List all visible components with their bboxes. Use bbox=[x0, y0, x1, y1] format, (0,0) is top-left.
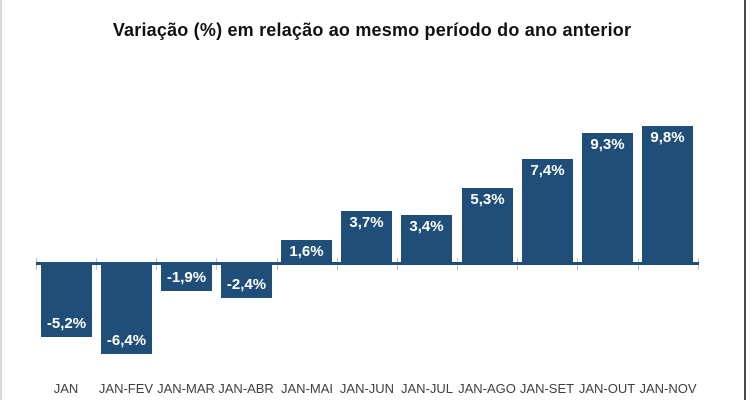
bar-value-label: 9,3% bbox=[590, 136, 625, 153]
category-label-jan-jul: JAN-JUL bbox=[400, 381, 453, 396]
bar-value-label: 3,4% bbox=[409, 218, 444, 235]
left-border-line bbox=[0, 0, 2, 400]
category-label-jan-mai: JAN-MAI bbox=[281, 381, 333, 396]
bar-value-label: 5,3% bbox=[470, 191, 505, 208]
bar-jan-jul: 3,4% bbox=[401, 215, 452, 262]
bar-jan-ago: 5,3% bbox=[462, 188, 513, 262]
chart-title: Variação (%) em relação ao mesmo período… bbox=[112, 20, 632, 40]
category-label-jan-abr: JAN-ABR bbox=[218, 381, 274, 396]
bar-jan-out: 9,3% bbox=[582, 133, 633, 262]
bar-jan-nov: 9,8% bbox=[642, 126, 693, 262]
category-label-jan-ago: JAN-AGO bbox=[458, 381, 516, 396]
bar-value-label: 1,6% bbox=[289, 243, 324, 260]
bar-jan: -5,2% bbox=[41, 265, 92, 337]
bar-value-label: -1,9% bbox=[166, 269, 207, 286]
category-label-jan-fev: JAN-FEV bbox=[98, 381, 154, 396]
category-label-jan-nov: JAN-NOV bbox=[639, 381, 697, 396]
bar-jan-mai: 1,6% bbox=[281, 240, 332, 262]
bar-value-label: 3,7% bbox=[349, 214, 384, 231]
right-border-line bbox=[744, 0, 746, 400]
bar-jan-fev: -6,4% bbox=[101, 265, 152, 354]
category-label-jan: JAN bbox=[53, 381, 79, 396]
category-label-jan-mar: JAN-MAR bbox=[157, 381, 215, 396]
bar-jan-abr: -2,4% bbox=[221, 265, 272, 298]
category-label-jan-jun: JAN-JUN bbox=[339, 381, 395, 396]
category-label-jan-out: JAN-OUT bbox=[578, 381, 636, 396]
bar-jan-set: 7,4% bbox=[522, 159, 573, 262]
bar-value-label: -6,4% bbox=[106, 332, 147, 349]
bar-value-label: -5,2% bbox=[46, 315, 87, 332]
bar-value-label: -2,4% bbox=[226, 276, 267, 293]
x-axis-line bbox=[36, 262, 699, 265]
category-label-jan-set: JAN-SET bbox=[519, 381, 575, 396]
bar-value-label: 7,4% bbox=[530, 162, 565, 179]
bar-value-label: 9,8% bbox=[650, 129, 685, 146]
bar-jan-jun: 3,7% bbox=[341, 211, 392, 262]
bar-jan-mar: -1,9% bbox=[161, 265, 212, 291]
